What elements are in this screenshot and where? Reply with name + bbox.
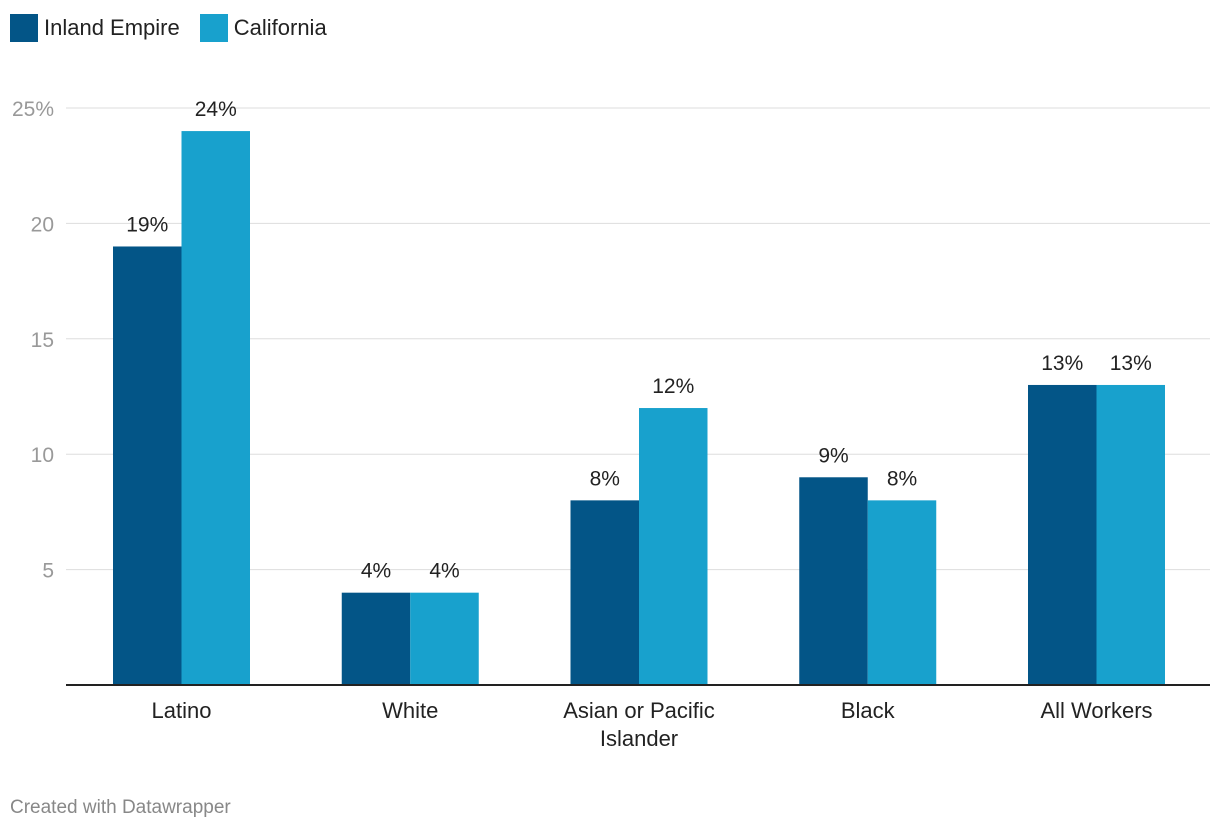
category-label-2-1: Islander <box>600 726 678 751</box>
legend-swatch-inland-empire <box>10 14 38 42</box>
data-label-california-3: 8% <box>887 467 917 490</box>
legend-item-california: California <box>199 14 327 42</box>
y-tick-label-20: 20 <box>31 213 54 236</box>
legend-label-california: California <box>233 15 327 40</box>
category-label-0-0: Latino <box>152 698 212 723</box>
axes: 5 10 15 20 25% Latino White Asian or Pacific Isl… <box>12 98 1210 751</box>
bar-chart: 19% 24% 4% 4% 8% 12% 9% 8% 13% 13% 5 10 15 20 25% Lati… <box>12 98 1210 751</box>
bar-california-4 <box>1096 384 1165 685</box>
data-labels: 19% 24% 4% 4% 8% 12% 9% 8% 13% 13% <box>126 98 1152 583</box>
data-label-california-1: 4% <box>429 560 459 583</box>
y-tick-label-15: 15 <box>31 329 54 352</box>
data-label-inland-empire-1: 4% <box>361 560 391 583</box>
bar-california-2 <box>639 408 708 685</box>
data-label-inland-empire-4: 13% <box>1041 352 1083 375</box>
y-tick-label-10: 10 <box>31 444 54 467</box>
bar-california-1 <box>410 592 479 685</box>
category-label-1-0: White <box>382 698 438 723</box>
footer-credit: Created with Datawrapper <box>10 797 231 818</box>
legend-label-inland-empire: Inland Empire <box>44 15 180 40</box>
bar-inland-empire-3 <box>799 477 868 685</box>
bar-california-3 <box>867 500 937 685</box>
bar-inland-empire-1 <box>341 592 411 685</box>
bars <box>113 131 1165 686</box>
legend: Inland Empire California <box>10 13 327 43</box>
legend-swatch-california <box>199 14 228 42</box>
category-label-2-0: Asian or Pacific <box>563 698 715 723</box>
data-label-california-0: 24% <box>195 98 237 121</box>
data-label-inland-empire-2: 8% <box>590 467 620 490</box>
bar-inland-empire-2 <box>570 500 639 685</box>
category-label-4-0: All Workers <box>1040 698 1152 723</box>
y-tick-label-25: 25% <box>12 98 54 121</box>
data-label-inland-empire-0: 19% <box>126 213 168 236</box>
bar-inland-empire-4 <box>1028 384 1097 685</box>
data-label-california-2: 12% <box>652 375 694 398</box>
bar-inland-empire-0 <box>113 246 182 686</box>
data-label-california-4: 13% <box>1110 352 1152 375</box>
data-label-inland-empire-3: 9% <box>818 444 848 467</box>
category-label-3-0: Black <box>841 698 896 723</box>
legend-item-inland-empire: Inland Empire <box>10 14 180 42</box>
bar-california-0 <box>181 131 250 685</box>
y-tick-label-5: 5 <box>42 560 54 583</box>
